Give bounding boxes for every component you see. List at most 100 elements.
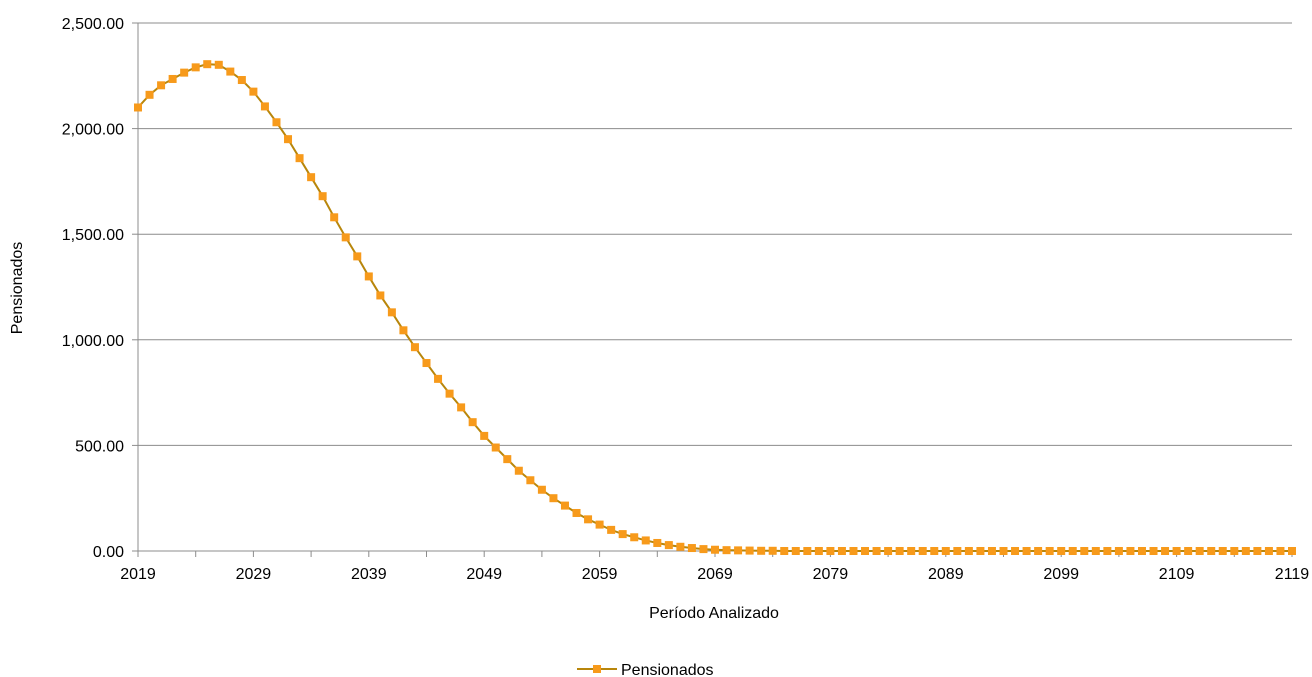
data-point bbox=[1149, 547, 1158, 555]
data-point bbox=[687, 544, 696, 553]
x-tick-label: 2049 bbox=[466, 566, 502, 583]
data-point bbox=[1137, 547, 1146, 555]
data-point bbox=[284, 135, 293, 144]
data-point bbox=[1103, 547, 1112, 555]
data-point bbox=[1253, 547, 1262, 555]
x-tick-label: 2019 bbox=[120, 566, 156, 583]
x-tick-label: 2059 bbox=[582, 566, 618, 583]
data-point bbox=[837, 547, 846, 555]
data-point bbox=[560, 501, 569, 510]
data-point bbox=[780, 547, 789, 555]
y-tick-labels: 0.00 500.00 1,000.00 1,500.00 2,000.00 2,500.… bbox=[62, 16, 124, 561]
data-point bbox=[745, 546, 754, 555]
x-tick-label: 2029 bbox=[236, 566, 272, 583]
data-point bbox=[1230, 547, 1239, 555]
data-point bbox=[676, 542, 685, 551]
data-point bbox=[803, 547, 812, 555]
data-point bbox=[330, 213, 339, 222]
data-point bbox=[664, 541, 673, 550]
data-point bbox=[526, 476, 535, 485]
data-point bbox=[260, 102, 269, 111]
data-point bbox=[699, 545, 708, 554]
data-point bbox=[895, 547, 904, 555]
y-tick-label: 1,000.00 bbox=[62, 333, 124, 350]
data-point bbox=[1080, 547, 1089, 555]
data-point bbox=[607, 525, 616, 534]
data-point bbox=[203, 60, 212, 69]
data-point bbox=[653, 538, 662, 547]
data-point bbox=[468, 418, 477, 427]
data-point bbox=[387, 308, 396, 317]
data-point bbox=[1126, 547, 1135, 555]
data-point bbox=[1011, 547, 1020, 555]
data-point bbox=[872, 547, 881, 555]
data-point bbox=[722, 546, 731, 555]
data-point bbox=[1057, 547, 1066, 555]
data-point bbox=[1091, 547, 1100, 555]
data-point bbox=[630, 533, 639, 542]
data-point bbox=[1022, 547, 1031, 555]
data-point bbox=[272, 118, 281, 127]
y-tick-label: 500.00 bbox=[75, 438, 124, 455]
data-point bbox=[1068, 547, 1077, 555]
data-point bbox=[491, 443, 500, 452]
data-point bbox=[1288, 547, 1296, 555]
data-point bbox=[307, 173, 316, 182]
data-point bbox=[1034, 547, 1043, 555]
data-point bbox=[376, 291, 385, 300]
data-point bbox=[884, 547, 893, 555]
data-point bbox=[214, 60, 223, 69]
data-point bbox=[791, 547, 800, 555]
x-axis-title: Período Analizado bbox=[649, 605, 779, 622]
data-point bbox=[537, 485, 546, 494]
data-point bbox=[353, 252, 362, 261]
series-line-pensionados bbox=[137, 63, 1292, 552]
data-point bbox=[503, 455, 512, 464]
x-tick-label: 2089 bbox=[928, 566, 964, 583]
data-point bbox=[1276, 547, 1285, 555]
x-tick-label: 2069 bbox=[697, 566, 733, 583]
data-point bbox=[399, 326, 408, 335]
data-point bbox=[445, 389, 454, 398]
data-point bbox=[826, 547, 835, 555]
data-point bbox=[734, 546, 743, 555]
data-point bbox=[964, 547, 973, 555]
data-point bbox=[814, 547, 823, 555]
data-point bbox=[237, 76, 246, 85]
data-point bbox=[364, 272, 373, 281]
data-point bbox=[595, 520, 604, 529]
y-axis-title: Pensionados bbox=[9, 242, 26, 335]
data-point bbox=[1172, 547, 1181, 555]
data-point bbox=[514, 466, 523, 475]
legend-label: Pensionados bbox=[621, 662, 714, 677]
data-point bbox=[145, 90, 154, 99]
data-point bbox=[549, 494, 558, 503]
data-point bbox=[1264, 547, 1273, 555]
data-point bbox=[1045, 547, 1054, 555]
data-point bbox=[711, 545, 719, 554]
x-tick-label: 2099 bbox=[1043, 566, 1079, 583]
data-point bbox=[918, 547, 927, 555]
y-tick-label: 2,000.00 bbox=[62, 122, 124, 139]
data-point bbox=[861, 547, 870, 555]
data-point bbox=[768, 546, 777, 555]
series-layer bbox=[134, 60, 1296, 555]
data-point bbox=[1184, 547, 1193, 555]
data-point bbox=[180, 68, 189, 77]
data-point bbox=[907, 547, 916, 555]
axes bbox=[132, 22, 1293, 557]
data-point bbox=[1218, 547, 1227, 555]
data-point bbox=[318, 192, 327, 201]
x-tick-label: 2039 bbox=[351, 566, 387, 583]
data-point bbox=[295, 154, 304, 163]
x-tick-labels: 2019 2029 2039 2049 2059 2069 2079 2089 2099 2109… bbox=[120, 566, 1309, 583]
data-point bbox=[941, 547, 950, 555]
data-point bbox=[987, 547, 996, 555]
data-point bbox=[953, 547, 962, 555]
data-point bbox=[1195, 547, 1204, 555]
data-point bbox=[618, 530, 627, 539]
data-point bbox=[422, 359, 431, 368]
data-point bbox=[1161, 547, 1170, 555]
data-point bbox=[976, 547, 985, 555]
